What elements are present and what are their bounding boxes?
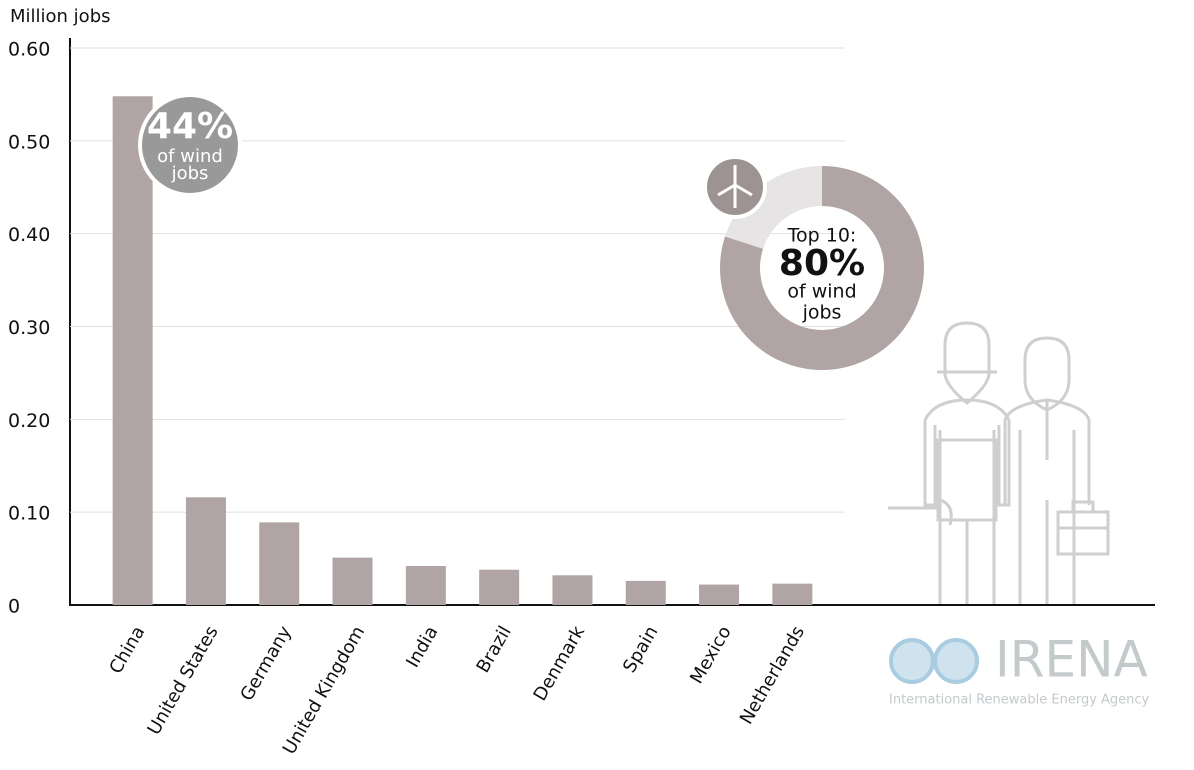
x-tick-label: Germany [236,622,296,704]
y-tick-label: 0.30 [8,317,50,339]
donut-rest [724,166,822,249]
y-tick-label: 0 [8,596,20,618]
bar [332,557,373,605]
x-tick-label: Mexico [686,623,736,688]
donut-text: jobs [802,302,842,324]
x-tick-label: China [105,623,149,678]
y-tick-label: 0.50 [8,131,50,153]
bar [185,497,226,605]
y-tick-label: 0.10 [8,503,50,525]
bar [552,575,593,605]
x-tick-label: United States [143,623,222,739]
bar [405,566,446,605]
donut-value: 80% [779,243,865,284]
callout-value: 44% [147,106,233,147]
y-axis-label: Million jobs [10,6,111,27]
logo-name: IRENA [995,631,1148,689]
logo: IRENA International Renewable Energy Age… [889,631,1150,708]
donut-text: of wind [787,281,856,303]
x-tick-label: Netherlands [736,623,809,729]
y-tick-label: 0.60 [8,39,50,61]
y-tick-label: 0.20 [8,410,50,432]
y-tick-label: 0.40 [8,224,50,246]
callout-bubble [138,93,242,197]
bar [259,522,300,605]
workers-illustration [888,321,1110,605]
bar [625,580,666,605]
bar [772,583,813,605]
logo-subtitle: International Renewable Energy Agency [889,693,1150,708]
x-tick-label: Spain [619,623,662,677]
x-tick-label: Brazil [473,623,516,677]
turbine-glyph [717,165,753,208]
bar [112,96,153,606]
bar [479,569,520,605]
x-tick-label: Denmark [530,622,590,705]
callout-text: of wind [157,146,223,167]
x-tick-label: India [402,623,442,672]
bar [699,584,740,605]
donut-segment [720,166,925,371]
x-tick-label: United Kingdom [279,623,369,759]
callout-text: jobs [171,163,209,184]
donut-heading: Top 10: [787,225,857,247]
